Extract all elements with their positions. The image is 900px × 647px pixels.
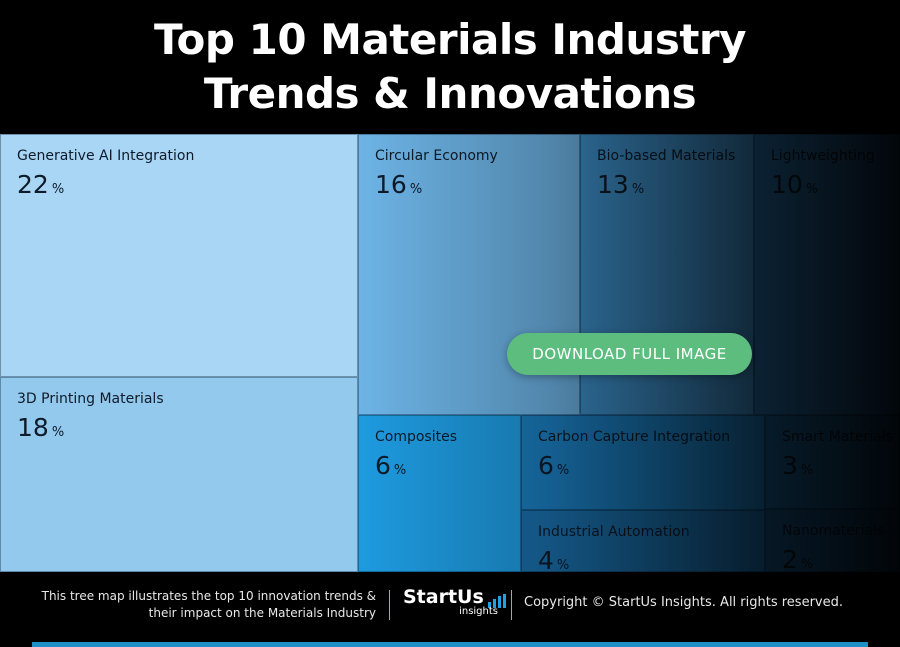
treemap-tile: 3D Printing Materials 18% xyxy=(0,377,358,572)
title-line-1: Top 10 Materials Industry xyxy=(153,15,747,64)
treemap-tile-unit: % xyxy=(409,182,423,197)
logo-sub-text: insights xyxy=(459,606,498,617)
footer-description: This tree map illustrates the top 10 inn… xyxy=(42,588,376,622)
treemap-tile: Composites 6% xyxy=(358,415,521,572)
treemap-tile-value: 22% xyxy=(17,170,65,199)
treemap-tile-unit: % xyxy=(800,557,814,572)
treemap-tile-label: Circular Economy xyxy=(375,148,498,164)
treemap-tile-unit: % xyxy=(631,182,645,197)
treemap-tile-value: 18% xyxy=(17,413,65,442)
footer-divider-left xyxy=(389,590,390,620)
treemap-tile-label: Lightweighting xyxy=(771,148,875,164)
treemap-tile-unit: % xyxy=(556,463,570,478)
treemap-tile-value: 16% xyxy=(375,170,423,199)
treemap-tile-unit: % xyxy=(51,425,65,440)
footer-description-line-2: their impact on the Materials Industry xyxy=(148,606,376,620)
treemap-tile-value: 3% xyxy=(782,451,814,480)
treemap-tile-label: Nanomaterials xyxy=(782,523,885,539)
treemap-tile-value: 2% xyxy=(782,545,814,572)
treemap-tile: Smart Materials 3% xyxy=(765,415,900,509)
treemap-tile-label: Composites xyxy=(375,429,458,445)
treemap-tile-value: 6% xyxy=(375,451,407,480)
treemap-tile-label: Bio-based Materials xyxy=(597,148,736,164)
treemap-tile-unit: % xyxy=(51,182,65,197)
title-line-2: Trends & Innovations xyxy=(203,69,697,118)
treemap-tile-label: Smart Materials xyxy=(782,429,893,445)
bottom-accent-bar xyxy=(32,642,868,647)
treemap-tile: Lightweighting 10% xyxy=(754,134,900,415)
treemap-tile-value: 6% xyxy=(538,451,570,480)
treemap-tile-label: Generative AI Integration xyxy=(17,148,195,164)
treemap-tile-value: 4% xyxy=(538,546,570,572)
treemap-tile-unit: % xyxy=(800,463,814,478)
treemap-tile: Industrial Automation 4% xyxy=(521,510,765,572)
treemap-tile: Generative AI Integration 22% xyxy=(0,134,358,377)
logo-wordmark: StartUs xyxy=(403,586,506,608)
download-full-image-button[interactable]: DOWNLOAD FULL IMAGE xyxy=(507,333,752,375)
treemap-tile-unit: % xyxy=(556,558,570,572)
treemap-tile-unit: % xyxy=(805,182,819,197)
treemap-tile-label: 3D Printing Materials xyxy=(17,391,164,407)
treemap-tile-value: 10% xyxy=(771,170,819,199)
footer-description-line-1: This tree map illustrates the top 10 inn… xyxy=(41,589,376,603)
treemap-tile-value: 13% xyxy=(597,170,645,199)
treemap-tile: Carbon Capture Integration 6% xyxy=(521,415,765,510)
treemap-chart: Generative AI Integration 22% 3D Printing … xyxy=(0,134,900,572)
treemap-tile-unit: % xyxy=(393,463,407,478)
bar-chart-icon xyxy=(487,594,506,608)
startus-insights-logo[interactable]: StartUs insights xyxy=(403,586,506,626)
copyright-text: Copyright © StartUs Insights. All rights… xyxy=(524,595,843,610)
treemap-tile-label: Industrial Automation xyxy=(538,524,690,540)
logo-main-text: StartUs xyxy=(403,586,484,608)
header: Top 10 Materials Industry Trends & Innov… xyxy=(0,0,900,134)
footer-divider-right xyxy=(511,590,512,620)
treemap-tile-label: Carbon Capture Integration xyxy=(538,429,731,445)
footer: This tree map illustrates the top 10 inn… xyxy=(0,572,900,647)
treemap-tile: Nanomaterials 2% xyxy=(765,509,900,572)
